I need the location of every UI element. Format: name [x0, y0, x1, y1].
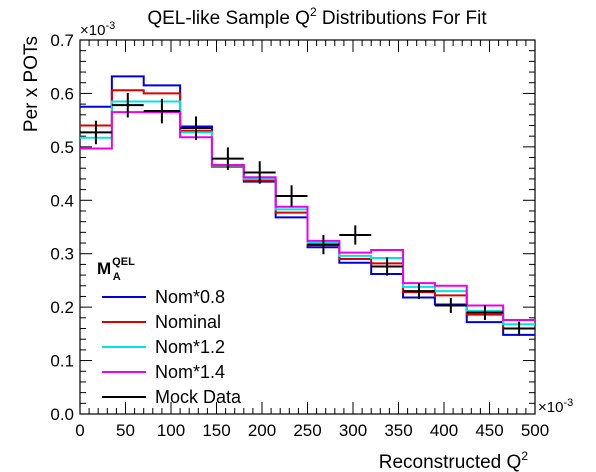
histogram-series	[80, 75, 535, 336]
data-point	[243, 161, 276, 184]
legend-entry-label: Nom*1.2	[155, 337, 225, 357]
data-point	[307, 235, 340, 255]
x-axis-multiplier: ×10-3	[538, 397, 573, 416]
data-point	[111, 92, 144, 118]
y-tick-label: 0.3	[50, 245, 74, 264]
data-point	[434, 298, 467, 314]
chart-title: QEL-like Sample Q2 Distributions For Fit	[147, 5, 487, 29]
y-axis-ticks: 0.0 0.1 0.2 0.3 0.4 0.5 0.6 0.7	[50, 31, 535, 424]
x-axis-label: Reconstructed Q2	[379, 449, 529, 472]
y-axis-multiplier: ×10-3	[80, 20, 115, 39]
data-point	[466, 305, 504, 320]
x-tick-label: 0	[75, 421, 84, 440]
x-axis-ticks: 0 50 100 150 200 250 300 350 400 450 500	[75, 40, 549, 440]
x-tick-label: 500	[521, 421, 549, 440]
legend-entry-label: Nom*0.8	[155, 287, 225, 307]
legend-entry-label: Nominal	[155, 312, 221, 332]
x-tick-label: 50	[116, 421, 135, 440]
data-point	[143, 98, 181, 124]
y-tick-label: 0.5	[50, 138, 74, 157]
data-point	[503, 321, 535, 336]
y-axis-label: Per x POTs	[21, 36, 42, 132]
x-tick-label: 450	[475, 421, 503, 440]
data-point	[371, 257, 404, 276]
x-tick-label: 300	[339, 421, 367, 440]
y-tick-label: 0.2	[50, 298, 74, 317]
y-tick-label: 0.4	[50, 191, 74, 210]
legend: MQEL A Nom*0.8 Nominal Nom*1.2 Nom*1.4 Mock D…	[97, 256, 242, 407]
x-tick-label: 400	[430, 421, 458, 440]
y-tick-label: 0.1	[50, 352, 74, 371]
y-tick-label: 0.7	[50, 31, 74, 50]
legend-entry-label: Mock Data	[155, 387, 242, 407]
series-line-nom-1-4	[80, 111, 535, 321]
data-point	[211, 147, 244, 170]
data-point	[403, 283, 435, 300]
legend-title: MQEL A	[97, 256, 135, 283]
x-tick-label: 150	[202, 421, 230, 440]
x-tick-label: 200	[248, 421, 276, 440]
data-point	[80, 120, 112, 145]
x-tick-label: 100	[157, 421, 185, 440]
x-tick-label: 350	[384, 421, 412, 440]
y-tick-label: 0.0	[50, 405, 74, 424]
data-point	[275, 185, 308, 207]
data-point	[339, 225, 372, 245]
data-point	[180, 116, 212, 140]
x-tick-label: 250	[293, 421, 321, 440]
legend-entry-label: Nom*1.4	[155, 362, 225, 382]
y-tick-label: 0.6	[50, 84, 74, 103]
mock-data-points	[80, 92, 535, 336]
